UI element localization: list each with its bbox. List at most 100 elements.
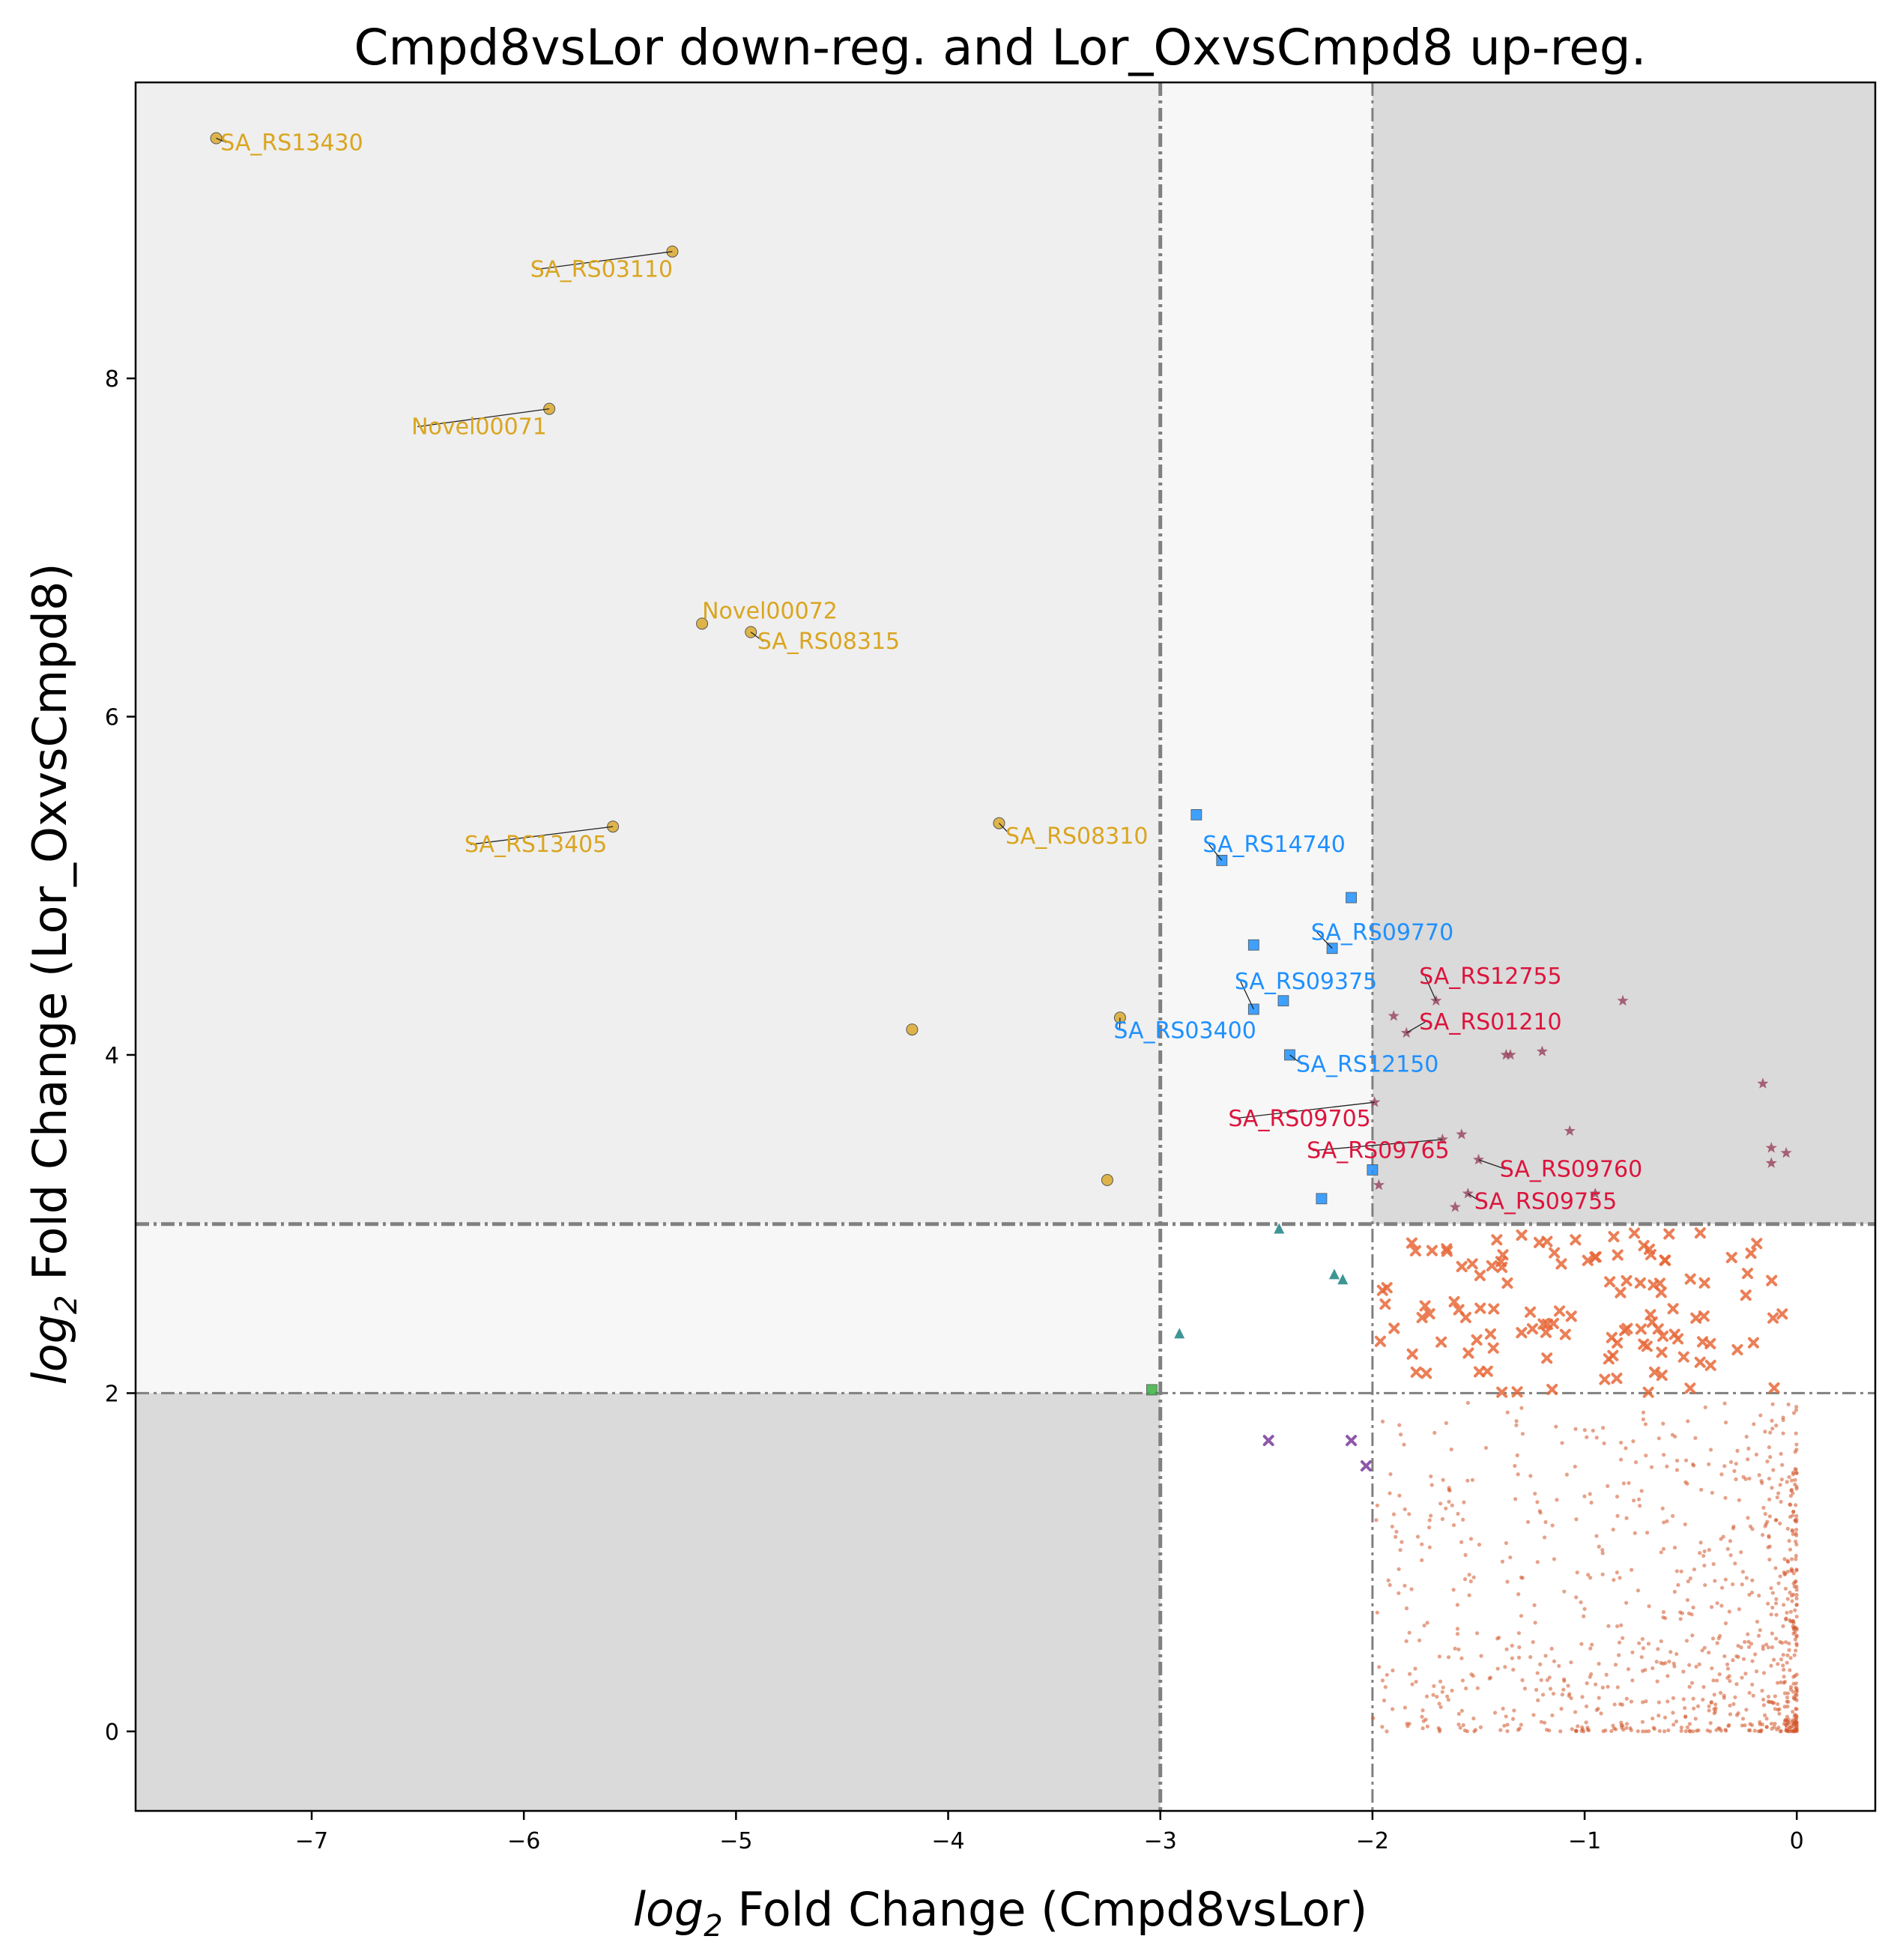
point-orange_dot xyxy=(1391,1668,1395,1673)
point-orange_dot xyxy=(1765,1460,1770,1464)
point-orange_dot xyxy=(1575,1570,1579,1575)
point-orange_dot xyxy=(1455,1632,1460,1636)
point-orange_dot xyxy=(1456,1711,1461,1716)
point-orange_x xyxy=(1388,1322,1400,1334)
point-orange_dot xyxy=(1792,1696,1797,1701)
point-orange_dot xyxy=(1422,1623,1426,1628)
point-orange_dot xyxy=(1794,1729,1799,1734)
point-orange_dot xyxy=(1394,1534,1398,1539)
point-orange_dot xyxy=(1788,1547,1793,1552)
point-orange_dot xyxy=(1767,1544,1772,1549)
point-orange_dot xyxy=(1791,1571,1796,1576)
point-orange_dot xyxy=(1474,1631,1480,1636)
point-orange_dot xyxy=(1793,1674,1797,1678)
point-orange_dot xyxy=(1761,1505,1766,1510)
point-orange_dot xyxy=(1793,1466,1797,1471)
point-orange_dot xyxy=(1791,1729,1796,1734)
point-orange_dot xyxy=(1514,1423,1519,1427)
point-orange_dot xyxy=(1725,1666,1731,1671)
point-orange_dot xyxy=(1656,1647,1660,1651)
point-gold xyxy=(1101,1174,1113,1187)
point-orange_dot xyxy=(1679,1728,1683,1733)
point-orange_dot xyxy=(1784,1722,1788,1727)
point-orange_x xyxy=(1667,1303,1679,1315)
point-orange_dot xyxy=(1456,1647,1461,1652)
point-orange_dot xyxy=(1582,1428,1587,1433)
point-orange_dot xyxy=(1580,1695,1585,1699)
point-orange_dot xyxy=(1391,1512,1397,1516)
point-orange_dot xyxy=(1692,1706,1696,1711)
point-orange_dot xyxy=(1624,1696,1629,1701)
point-orange_dot xyxy=(1766,1699,1770,1704)
point-orange_dot xyxy=(1531,1713,1536,1717)
point-orange_dot xyxy=(1385,1672,1389,1678)
point-orange_dot xyxy=(1788,1656,1793,1660)
point-star xyxy=(1765,1157,1777,1168)
point-orange_dot xyxy=(1539,1719,1543,1724)
point-orange_dot xyxy=(1603,1728,1608,1733)
point-orange_dot xyxy=(1492,1711,1498,1715)
point-orange_dot xyxy=(1743,1639,1747,1645)
point-purple xyxy=(1346,1435,1358,1447)
point-orange_dot xyxy=(1446,1655,1451,1660)
point-orange_dot xyxy=(1734,1461,1738,1466)
x-tick-label: −4 xyxy=(931,1828,964,1854)
point-orange_x xyxy=(1441,1243,1453,1255)
y-tick-label: 8 xyxy=(105,366,119,393)
point-orange_dot xyxy=(1737,1498,1741,1502)
point-orange_dot xyxy=(1641,1700,1645,1705)
point-orange_dot xyxy=(1504,1647,1509,1651)
point-orange_dot xyxy=(1779,1477,1784,1482)
point-orange_dot xyxy=(1734,1477,1738,1481)
point-orange_dot xyxy=(1693,1436,1698,1440)
point-orange_x xyxy=(1381,1282,1393,1294)
point-orange_x xyxy=(1697,1336,1709,1348)
point-orange_x xyxy=(1656,1346,1668,1358)
point-orange_x xyxy=(1541,1352,1553,1364)
point-orange_dot xyxy=(1760,1533,1765,1537)
x-tick-label: −7 xyxy=(295,1828,328,1854)
point-orange_x xyxy=(1424,1308,1435,1320)
point-orange_dot xyxy=(1513,1497,1518,1501)
point-blue xyxy=(1247,939,1259,951)
point-orange_dot xyxy=(1665,1519,1669,1523)
point-orange_dot xyxy=(1647,1604,1651,1609)
point-orange_dot xyxy=(1645,1531,1650,1535)
point-orange_x xyxy=(1419,1300,1431,1312)
point-orange_dot xyxy=(1782,1570,1786,1575)
point-orange_dot xyxy=(1785,1480,1789,1484)
point-orange_dot xyxy=(1693,1716,1698,1721)
point-orange_dot xyxy=(1582,1494,1587,1498)
point-orange_dot xyxy=(1406,1724,1410,1728)
point-orange_dot xyxy=(1723,1621,1728,1626)
point-annotations: SA_RS13430 SA_RS03110 Novel00071 Novel00072… xyxy=(216,130,1642,1215)
point-orange_dot xyxy=(1791,1690,1795,1694)
point-orange_dot xyxy=(1763,1512,1767,1516)
point-orange_dot xyxy=(1516,1631,1521,1636)
point-orange_dot xyxy=(1789,1557,1794,1561)
point-orange_dot xyxy=(1741,1474,1746,1479)
point-orange_dot xyxy=(1757,1594,1761,1598)
point-orange_x xyxy=(1677,1351,1689,1363)
point-orange_dot xyxy=(1391,1707,1395,1711)
point-orange_dot xyxy=(1576,1724,1580,1728)
point-orange_x xyxy=(1603,1353,1615,1365)
point-orange_dot xyxy=(1794,1593,1799,1597)
point-orange_x xyxy=(1646,1316,1658,1328)
point-orange_dot xyxy=(1615,1513,1620,1518)
point-orange_dot xyxy=(1786,1699,1791,1705)
point-orange_x xyxy=(1484,1328,1496,1340)
point-orange_dot xyxy=(1689,1681,1695,1685)
point-orange_dot xyxy=(1374,1518,1379,1522)
point-orange_dot xyxy=(1560,1441,1564,1445)
point-orange_dot xyxy=(1793,1608,1797,1612)
point-orange_dot xyxy=(1764,1642,1769,1647)
x-tick-label: −5 xyxy=(719,1828,752,1854)
point-orange_dot xyxy=(1791,1681,1796,1686)
point-orange_dot xyxy=(1794,1626,1799,1630)
point-orange_dot xyxy=(1459,1656,1464,1660)
leader-line xyxy=(999,823,1012,837)
point-orange_dot xyxy=(1765,1601,1770,1606)
point-orange_dot xyxy=(1785,1705,1790,1709)
leader-line xyxy=(470,826,614,845)
